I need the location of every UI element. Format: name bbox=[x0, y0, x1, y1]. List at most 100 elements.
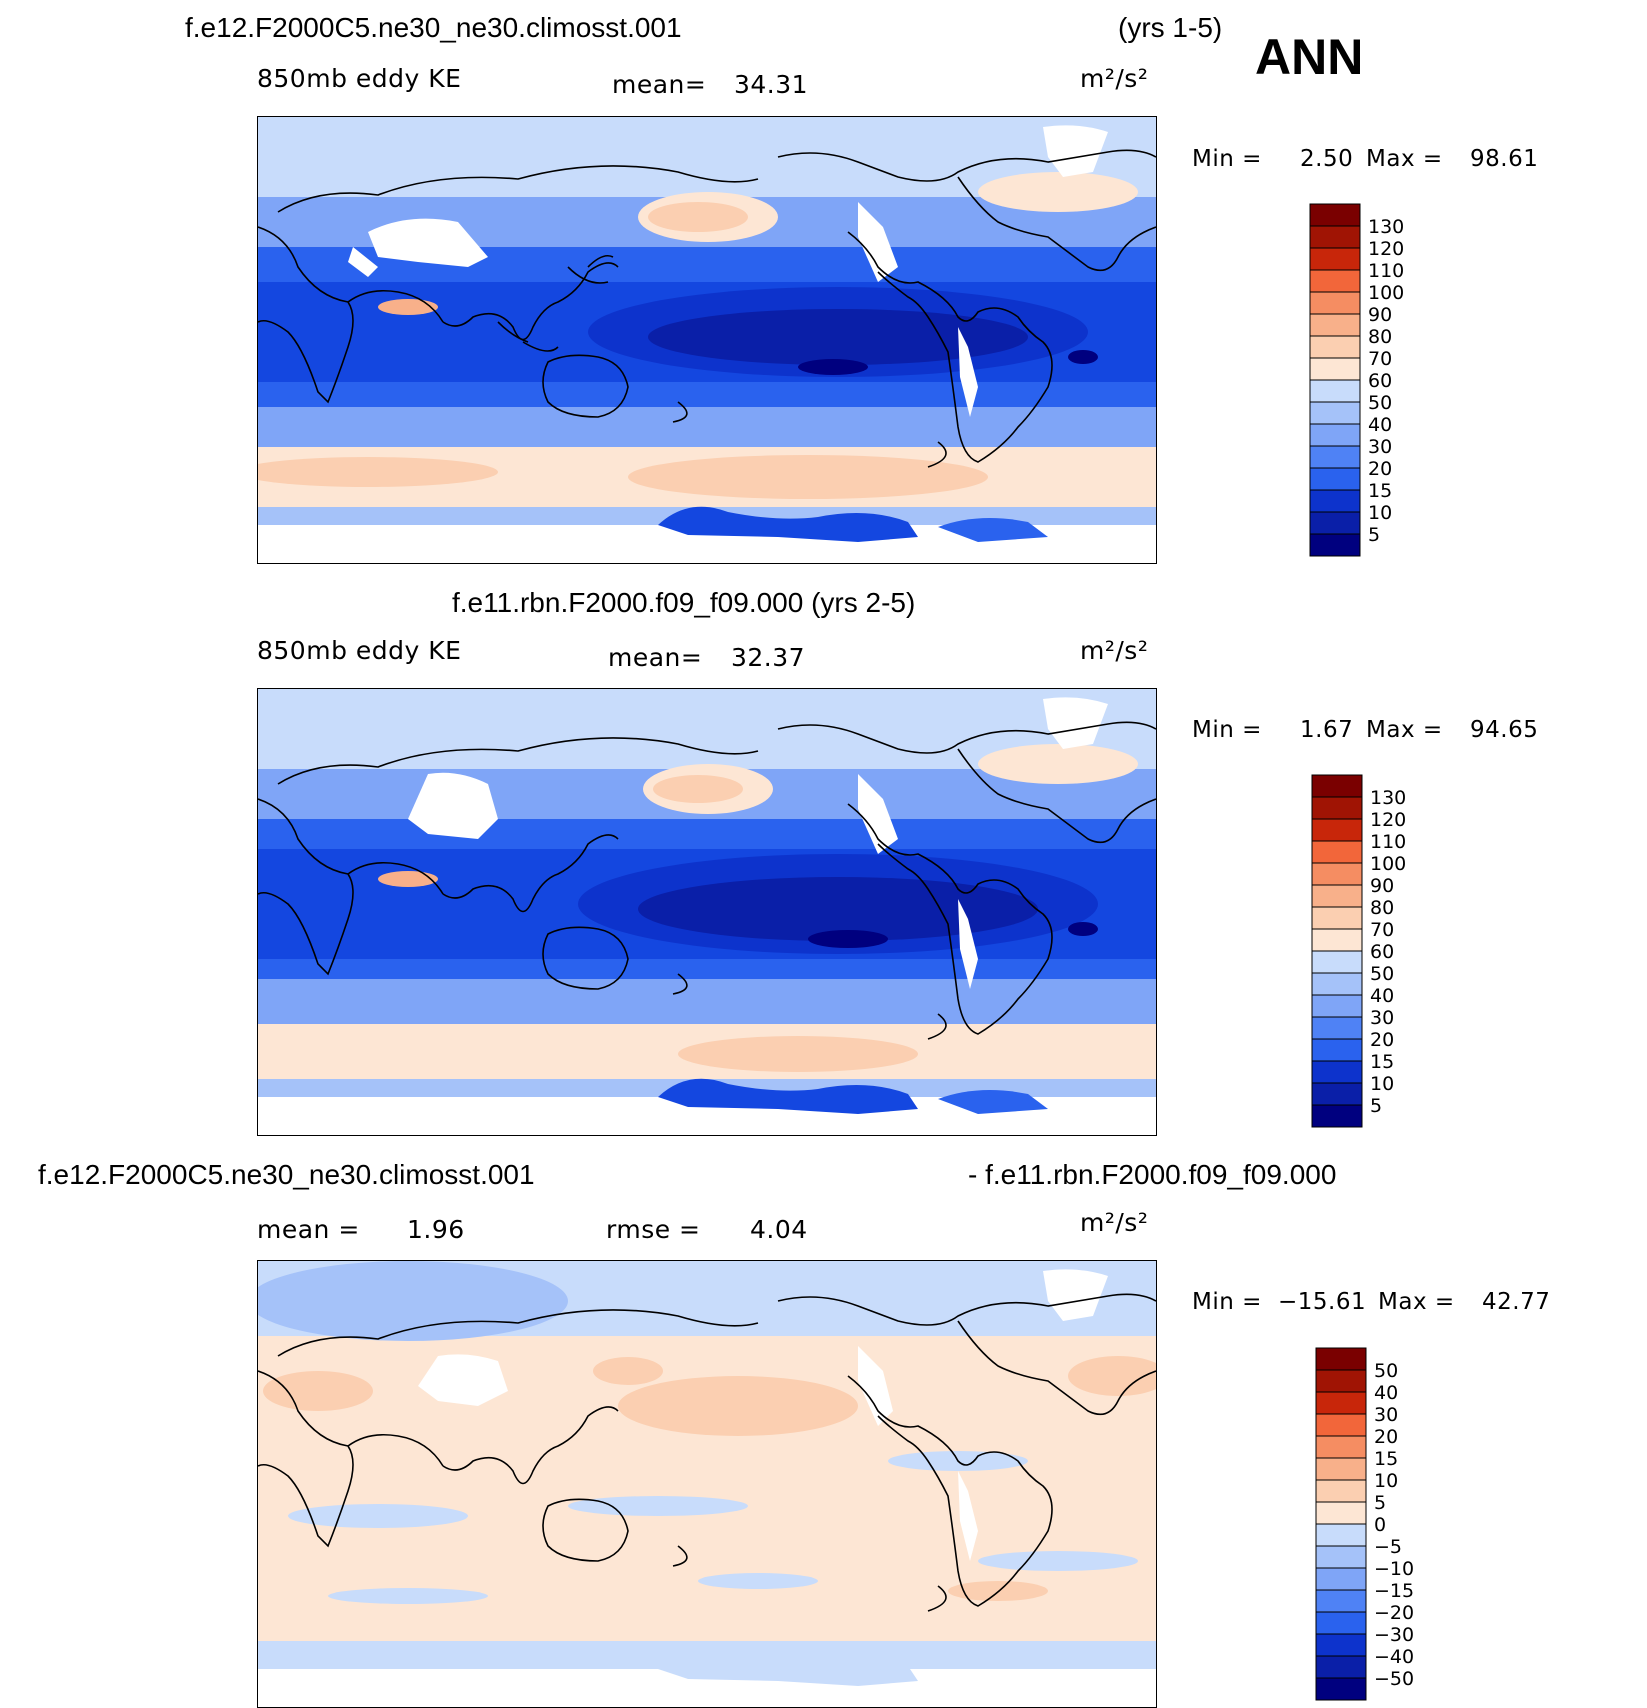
colorbar-box bbox=[1315, 1611, 1367, 1635]
colorbar-tick-label: 15 bbox=[1374, 1448, 1398, 1470]
panel3-case-a-title: f.e12.F2000C5.ne30_ne30.climosst.001 bbox=[38, 1159, 535, 1190]
colorbar-tick-label: −5 bbox=[1374, 1536, 1402, 1558]
colorbar-tick-label: 40 bbox=[1368, 414, 1392, 436]
colorbar-box bbox=[1309, 313, 1361, 337]
panel2-min-label: Min = bbox=[1192, 717, 1262, 743]
colorbar-tick-label: −15 bbox=[1374, 1580, 1414, 1602]
colorbar-box bbox=[1311, 884, 1363, 908]
panel3-units: m²/s² bbox=[1080, 1208, 1149, 1237]
colorbar-box bbox=[1309, 533, 1361, 557]
panel1-field-label: 850mb eddy KE bbox=[257, 64, 462, 93]
colorbar-box bbox=[1315, 1501, 1367, 1525]
colorbar-tick-label: 20 bbox=[1368, 458, 1392, 480]
panel3-map bbox=[257, 1260, 1157, 1708]
colorbar-box bbox=[1311, 818, 1363, 842]
colorbar-tick-label: −30 bbox=[1374, 1624, 1414, 1646]
colorbar-box bbox=[1309, 489, 1361, 513]
colorbar-box bbox=[1315, 1435, 1367, 1459]
colorbar-tick-label: 110 bbox=[1368, 260, 1404, 282]
panel1-min-label: Min = bbox=[1192, 146, 1262, 172]
colorbar-tick-label: 40 bbox=[1374, 1382, 1398, 1404]
colorbar-box bbox=[1311, 906, 1363, 930]
panel1-min-value: 2.50 bbox=[1300, 146, 1354, 172]
colorbar-tick-label: 50 bbox=[1368, 392, 1392, 414]
colorbar-tick-label: 30 bbox=[1374, 1404, 1398, 1426]
colorbar-box bbox=[1311, 950, 1363, 974]
colorbar-tick-label: 60 bbox=[1370, 941, 1394, 963]
colorbar-box bbox=[1309, 445, 1361, 469]
colorbar-tick-label: 80 bbox=[1368, 326, 1392, 348]
colorbar-box bbox=[1315, 1479, 1367, 1503]
colorbar-tick-label: 130 bbox=[1370, 787, 1406, 809]
panel3-min-value: −15.61 bbox=[1278, 1289, 1367, 1315]
colorbar-box bbox=[1309, 335, 1361, 359]
colorbar-tick-label: 120 bbox=[1370, 809, 1406, 831]
colorbar-tick-label: 30 bbox=[1370, 1007, 1394, 1029]
colorbar-box bbox=[1311, 994, 1363, 1018]
colorbar-tick-label: 100 bbox=[1370, 853, 1406, 875]
colorbar-tick-label: −50 bbox=[1374, 1668, 1414, 1690]
panel3-case-b-title: - f.e11.rbn.F2000.f09_f09.000 bbox=[968, 1159, 1337, 1190]
colorbar-box bbox=[1311, 972, 1363, 996]
colorbar-box bbox=[1311, 840, 1363, 864]
panel3-mean-value: 1.96 bbox=[407, 1215, 465, 1244]
colorbar-box bbox=[1315, 1655, 1367, 1679]
colorbar-tick-label: 0 bbox=[1374, 1514, 1386, 1536]
colorbar-tick-label: 50 bbox=[1370, 963, 1394, 985]
colorbar-box bbox=[1315, 1391, 1367, 1415]
colorbar-box bbox=[1309, 225, 1361, 249]
panel3-max-value: 42.77 bbox=[1482, 1289, 1551, 1315]
colorbar-tick-label: −10 bbox=[1374, 1558, 1414, 1580]
panel3-max-label: Max = bbox=[1378, 1289, 1455, 1315]
panel1-max-value: 98.61 bbox=[1470, 146, 1539, 172]
panel2-units: m²/s² bbox=[1080, 636, 1149, 665]
colorbar-tick-label: 10 bbox=[1370, 1073, 1394, 1095]
panel2-colorbar: 130 120 110 100 90 80 70 60 50 40 30 20 15 10 5 bbox=[1311, 773, 1432, 1133]
colorbar-tick-label: 80 bbox=[1370, 897, 1394, 919]
colorbar-box bbox=[1309, 467, 1361, 491]
panel2-mean-value: 32.37 bbox=[731, 643, 806, 672]
colorbar-tick-label: 70 bbox=[1370, 919, 1394, 941]
colorbar-tick-label: 70 bbox=[1368, 348, 1392, 370]
colorbar-box bbox=[1309, 269, 1361, 293]
colorbar-box bbox=[1315, 1677, 1367, 1701]
panel3-colorbar: 50 40 30 20 15 10 5 0 −5 −10 −15 −20 −30 −40 −50 bbox=[1315, 1346, 1436, 1706]
colorbar-tick-label: 5 bbox=[1370, 1095, 1382, 1117]
colorbar-box bbox=[1315, 1523, 1367, 1547]
colorbar-tick-label: 20 bbox=[1370, 1029, 1394, 1051]
panel2-field-label: 850mb eddy KE bbox=[257, 636, 462, 665]
panel1-max-label: Max = bbox=[1366, 146, 1443, 172]
panel1-map bbox=[257, 116, 1157, 564]
colorbar-box bbox=[1311, 796, 1363, 820]
colorbar-tick-label: 10 bbox=[1368, 502, 1392, 524]
colorbar-box bbox=[1309, 203, 1361, 227]
panel3-min-label: Min = bbox=[1192, 1289, 1262, 1315]
colorbar-tick-label: 90 bbox=[1368, 304, 1392, 326]
colorbar-box bbox=[1315, 1567, 1367, 1591]
colorbar-tick-label: 120 bbox=[1368, 238, 1404, 260]
colorbar-tick-label: 10 bbox=[1374, 1470, 1398, 1492]
panel2-map-plot bbox=[258, 689, 1156, 1135]
panel2-map bbox=[257, 688, 1157, 1136]
colorbar-box bbox=[1311, 1104, 1363, 1128]
panel1-colorbar: 130 120 110 100 90 80 70 60 50 40 30 20 15 10 5 bbox=[1309, 202, 1430, 562]
panel1-years: (yrs 1-5) bbox=[1118, 12, 1223, 43]
panel3-rmse-value: 4.04 bbox=[750, 1215, 808, 1244]
colorbar-box bbox=[1311, 1060, 1363, 1084]
panel1-case-title: f.e12.F2000C5.ne30_ne30.climosst.001 bbox=[185, 12, 682, 43]
panel1-mean-value: 34.31 bbox=[734, 70, 809, 99]
season-label: ANN bbox=[1255, 29, 1364, 85]
colorbar-box bbox=[1311, 862, 1363, 886]
colorbar-box bbox=[1315, 1589, 1367, 1613]
colorbar-tick-label: −20 bbox=[1374, 1602, 1414, 1624]
colorbar-tick-label: 5 bbox=[1368, 524, 1380, 546]
colorbar-box bbox=[1311, 1082, 1363, 1106]
colorbar-tick-label: 90 bbox=[1370, 875, 1394, 897]
colorbar-box bbox=[1311, 1038, 1363, 1062]
colorbar-box bbox=[1309, 511, 1361, 535]
colorbar-box bbox=[1309, 357, 1361, 381]
colorbar-box bbox=[1309, 379, 1361, 403]
